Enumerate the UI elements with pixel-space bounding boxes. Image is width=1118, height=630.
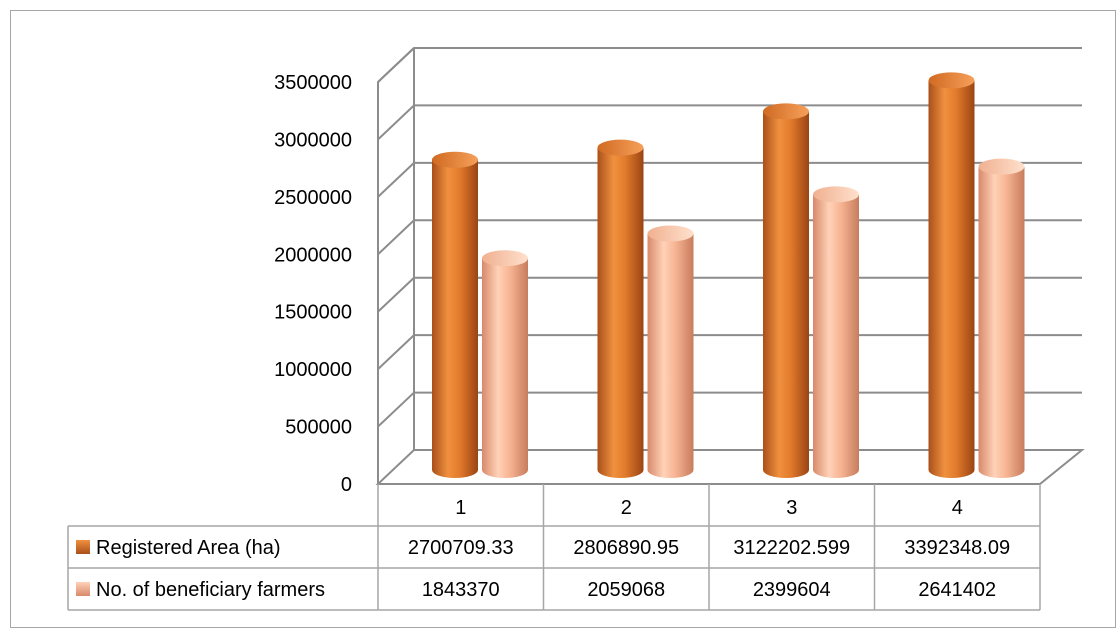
bar-registered-area-1 xyxy=(432,151,478,478)
floor xyxy=(375,449,1085,485)
data-cell: 2700709.33 xyxy=(408,537,514,559)
bar-top xyxy=(978,158,1025,175)
y-tick-label: 2000000 xyxy=(274,244,352,266)
y-tick-label: 500000 xyxy=(285,417,352,439)
legend-swatch xyxy=(76,582,90,596)
data-cell: 3122202.599 xyxy=(733,537,850,559)
y-tick-label: 2500000 xyxy=(274,187,352,209)
bar-body xyxy=(432,159,478,478)
x-tick-label: 1 xyxy=(455,497,466,519)
bar-top xyxy=(928,72,975,89)
bar-body xyxy=(763,111,809,478)
bar-top xyxy=(813,186,859,203)
gridline xyxy=(377,104,1082,141)
gridline xyxy=(377,391,1082,428)
bar-top xyxy=(647,225,694,242)
gridline xyxy=(377,334,1082,370)
bar-body xyxy=(597,147,644,478)
bar-body xyxy=(928,80,975,478)
bar-beneficiary-farmers-4 xyxy=(978,158,1025,478)
data-cell: 1843370 xyxy=(422,579,500,601)
bars xyxy=(432,72,1025,478)
bar-registered-area-2 xyxy=(597,139,644,478)
bar-body xyxy=(813,194,859,478)
gridline xyxy=(377,47,1082,83)
legend-label: Registered Area (ha) xyxy=(96,537,281,559)
y-axis-ticks: 0 500000 1000000 1500000 2000000 2500000 30000… xyxy=(274,72,352,496)
data-cell: 2059068 xyxy=(587,579,665,601)
y-tick-label: 0 xyxy=(341,474,352,496)
bar-top xyxy=(597,139,644,156)
legend-swatch xyxy=(76,540,90,554)
legend-label: No. of beneficiary farmers xyxy=(96,579,325,601)
y-tick-label: 1000000 xyxy=(274,359,352,381)
data-cell: 2641402 xyxy=(918,579,996,601)
bar-registered-area-3 xyxy=(763,103,809,478)
bar-beneficiary-farmers-3 xyxy=(813,186,859,478)
data-cell: 2806890.95 xyxy=(573,537,679,559)
x-tick-label: 3 xyxy=(786,497,797,519)
x-tick-label: 2 xyxy=(621,497,632,519)
bar-body xyxy=(482,258,528,478)
bar-body xyxy=(647,233,694,478)
bar-top xyxy=(482,250,528,267)
y-tick-label: 1500000 xyxy=(274,302,352,324)
bar-registered-area-4 xyxy=(928,72,975,478)
gridline xyxy=(377,219,1082,256)
bar-top xyxy=(432,151,478,168)
x-tick-label: 4 xyxy=(952,497,963,519)
gridline xyxy=(377,161,1082,198)
left-wall-edge xyxy=(377,47,415,484)
gridline xyxy=(377,276,1082,313)
data-cell: 3392348.09 xyxy=(904,537,1010,559)
data-table: 1 2 3 4 Registered Area (ha) 2700709.33 280689… xyxy=(67,484,1041,611)
bar-beneficiary-farmers-1 xyxy=(482,250,528,478)
data-cell: 2399604 xyxy=(753,579,831,601)
y-tick-label: 3500000 xyxy=(274,72,352,94)
bar-top xyxy=(763,103,809,120)
y-tick-label: 3000000 xyxy=(274,129,352,151)
bar-beneficiary-farmers-2 xyxy=(647,225,694,478)
bar-body xyxy=(978,166,1025,478)
gridlines xyxy=(377,47,1082,428)
